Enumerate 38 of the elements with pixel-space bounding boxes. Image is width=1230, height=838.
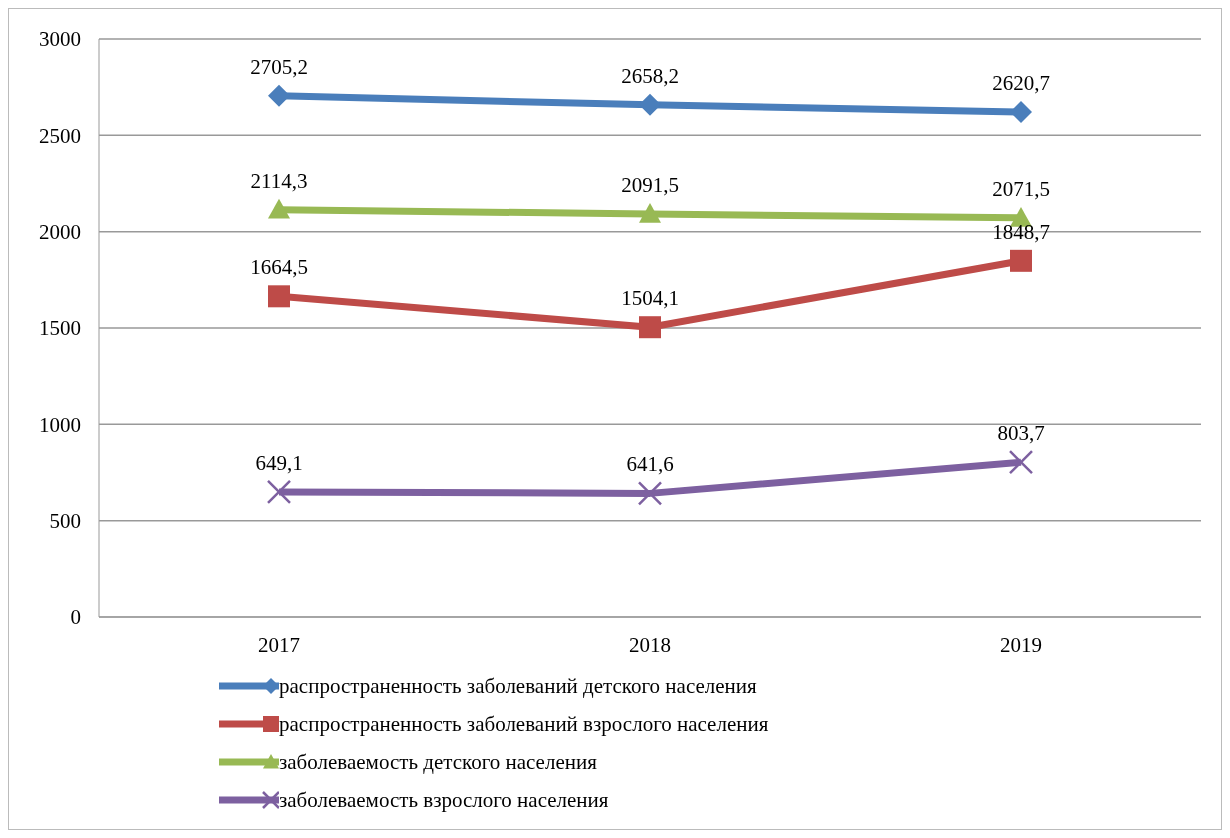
data-label: 2658,2 <box>621 63 679 88</box>
point <box>639 203 661 223</box>
y-tick-label: 1000 <box>39 412 81 437</box>
y-tick-label: 1500 <box>39 316 81 341</box>
data-label: 641,6 <box>626 452 674 477</box>
data-label: 1664,5 <box>250 255 308 280</box>
data-label: 1848,7 <box>992 219 1050 244</box>
data-label: 2071,5 <box>992 176 1050 201</box>
data-label: 2620,7 <box>992 71 1050 96</box>
y-tick-label: 0 <box>70 605 81 630</box>
x-tick-label: 2017 <box>258 632 300 657</box>
point <box>1010 249 1032 272</box>
point <box>639 93 661 116</box>
y-tick-label: 3000 <box>39 27 81 52</box>
x-tick-label: 2019 <box>1000 632 1042 657</box>
point <box>266 479 292 505</box>
legend-label: заболеваемость взрослого населения <box>279 787 609 813</box>
data-label: 2091,5 <box>621 173 679 198</box>
point <box>637 481 663 506</box>
data-label: 2114,3 <box>250 168 308 193</box>
point <box>639 316 661 339</box>
data-label: 649,1 <box>255 450 303 475</box>
point <box>1010 206 1032 227</box>
point <box>1008 449 1034 475</box>
legend-label: заболеваемость детского населения <box>279 749 597 775</box>
y-tick-label: 500 <box>49 509 81 534</box>
x-tick-label: 2018 <box>629 632 671 657</box>
legend-label: распространенность заболеваний взрослого населения <box>279 711 769 737</box>
legend-label: распространенность заболеваний детского населения <box>279 673 757 699</box>
point <box>1010 101 1032 124</box>
y-tick-label: 2500 <box>39 123 81 148</box>
data-label: 1504,1 <box>621 286 679 311</box>
data-label: 803,7 <box>997 421 1045 446</box>
point <box>268 84 290 107</box>
data-label: 2705,2 <box>250 54 308 79</box>
point <box>268 198 290 219</box>
y-tick-label: 2000 <box>39 220 81 245</box>
point <box>268 285 290 308</box>
